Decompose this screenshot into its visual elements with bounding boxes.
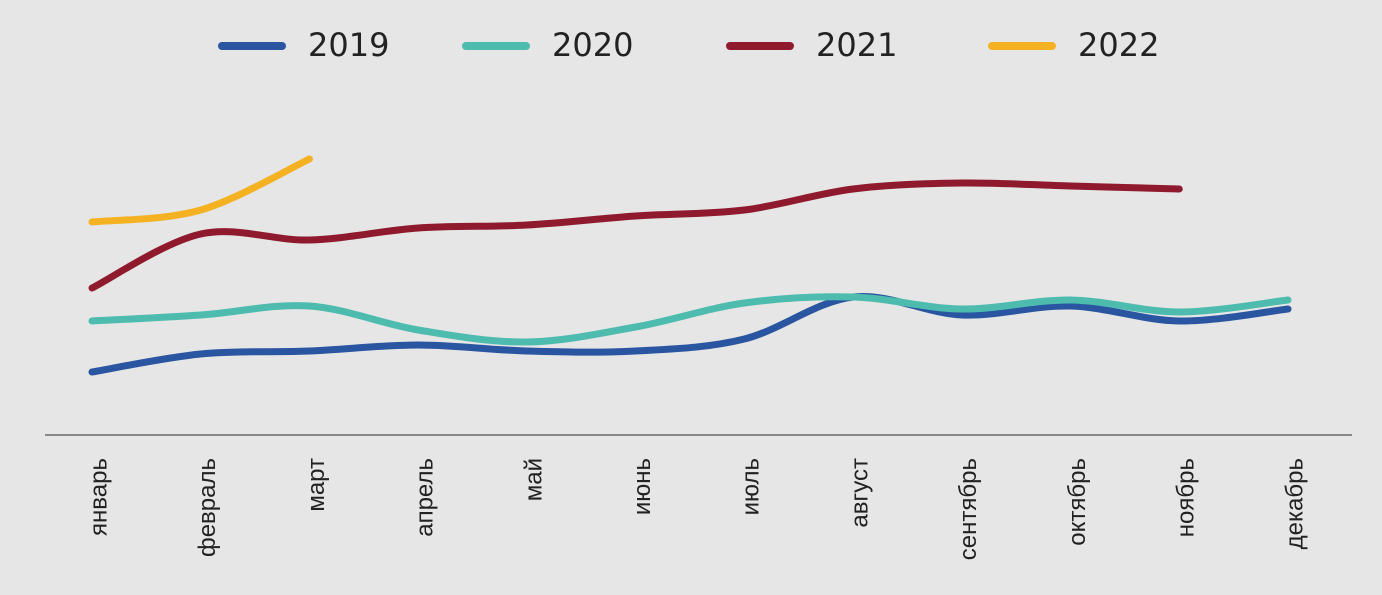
legend-label: 2020	[552, 26, 633, 64]
x-tick-label: май	[520, 458, 547, 501]
x-tick-label: сентябрь	[955, 458, 982, 560]
x-tick-label: март	[303, 458, 330, 512]
legend-label: 2022	[1078, 26, 1159, 64]
legend-label: 2021	[816, 26, 897, 64]
series-line	[88, 293, 1292, 346]
x-tick-label: декабрь	[1281, 458, 1308, 549]
series-line	[88, 179, 1183, 292]
x-tick-label: июнь	[629, 458, 656, 515]
x-tick-label: январь	[85, 458, 112, 536]
x-tick-label: февраль	[194, 458, 221, 557]
series-line	[88, 155, 313, 226]
legend-label: 2019	[308, 26, 389, 64]
x-tick-label: август	[846, 458, 873, 528]
x-tick-label: апрель	[412, 458, 439, 537]
series-line	[88, 292, 1292, 376]
x-tick-label: ноябрь	[1173, 458, 1200, 537]
x-tick-label: июль	[738, 458, 765, 515]
x-tick-label: октябрь	[1064, 458, 1091, 546]
